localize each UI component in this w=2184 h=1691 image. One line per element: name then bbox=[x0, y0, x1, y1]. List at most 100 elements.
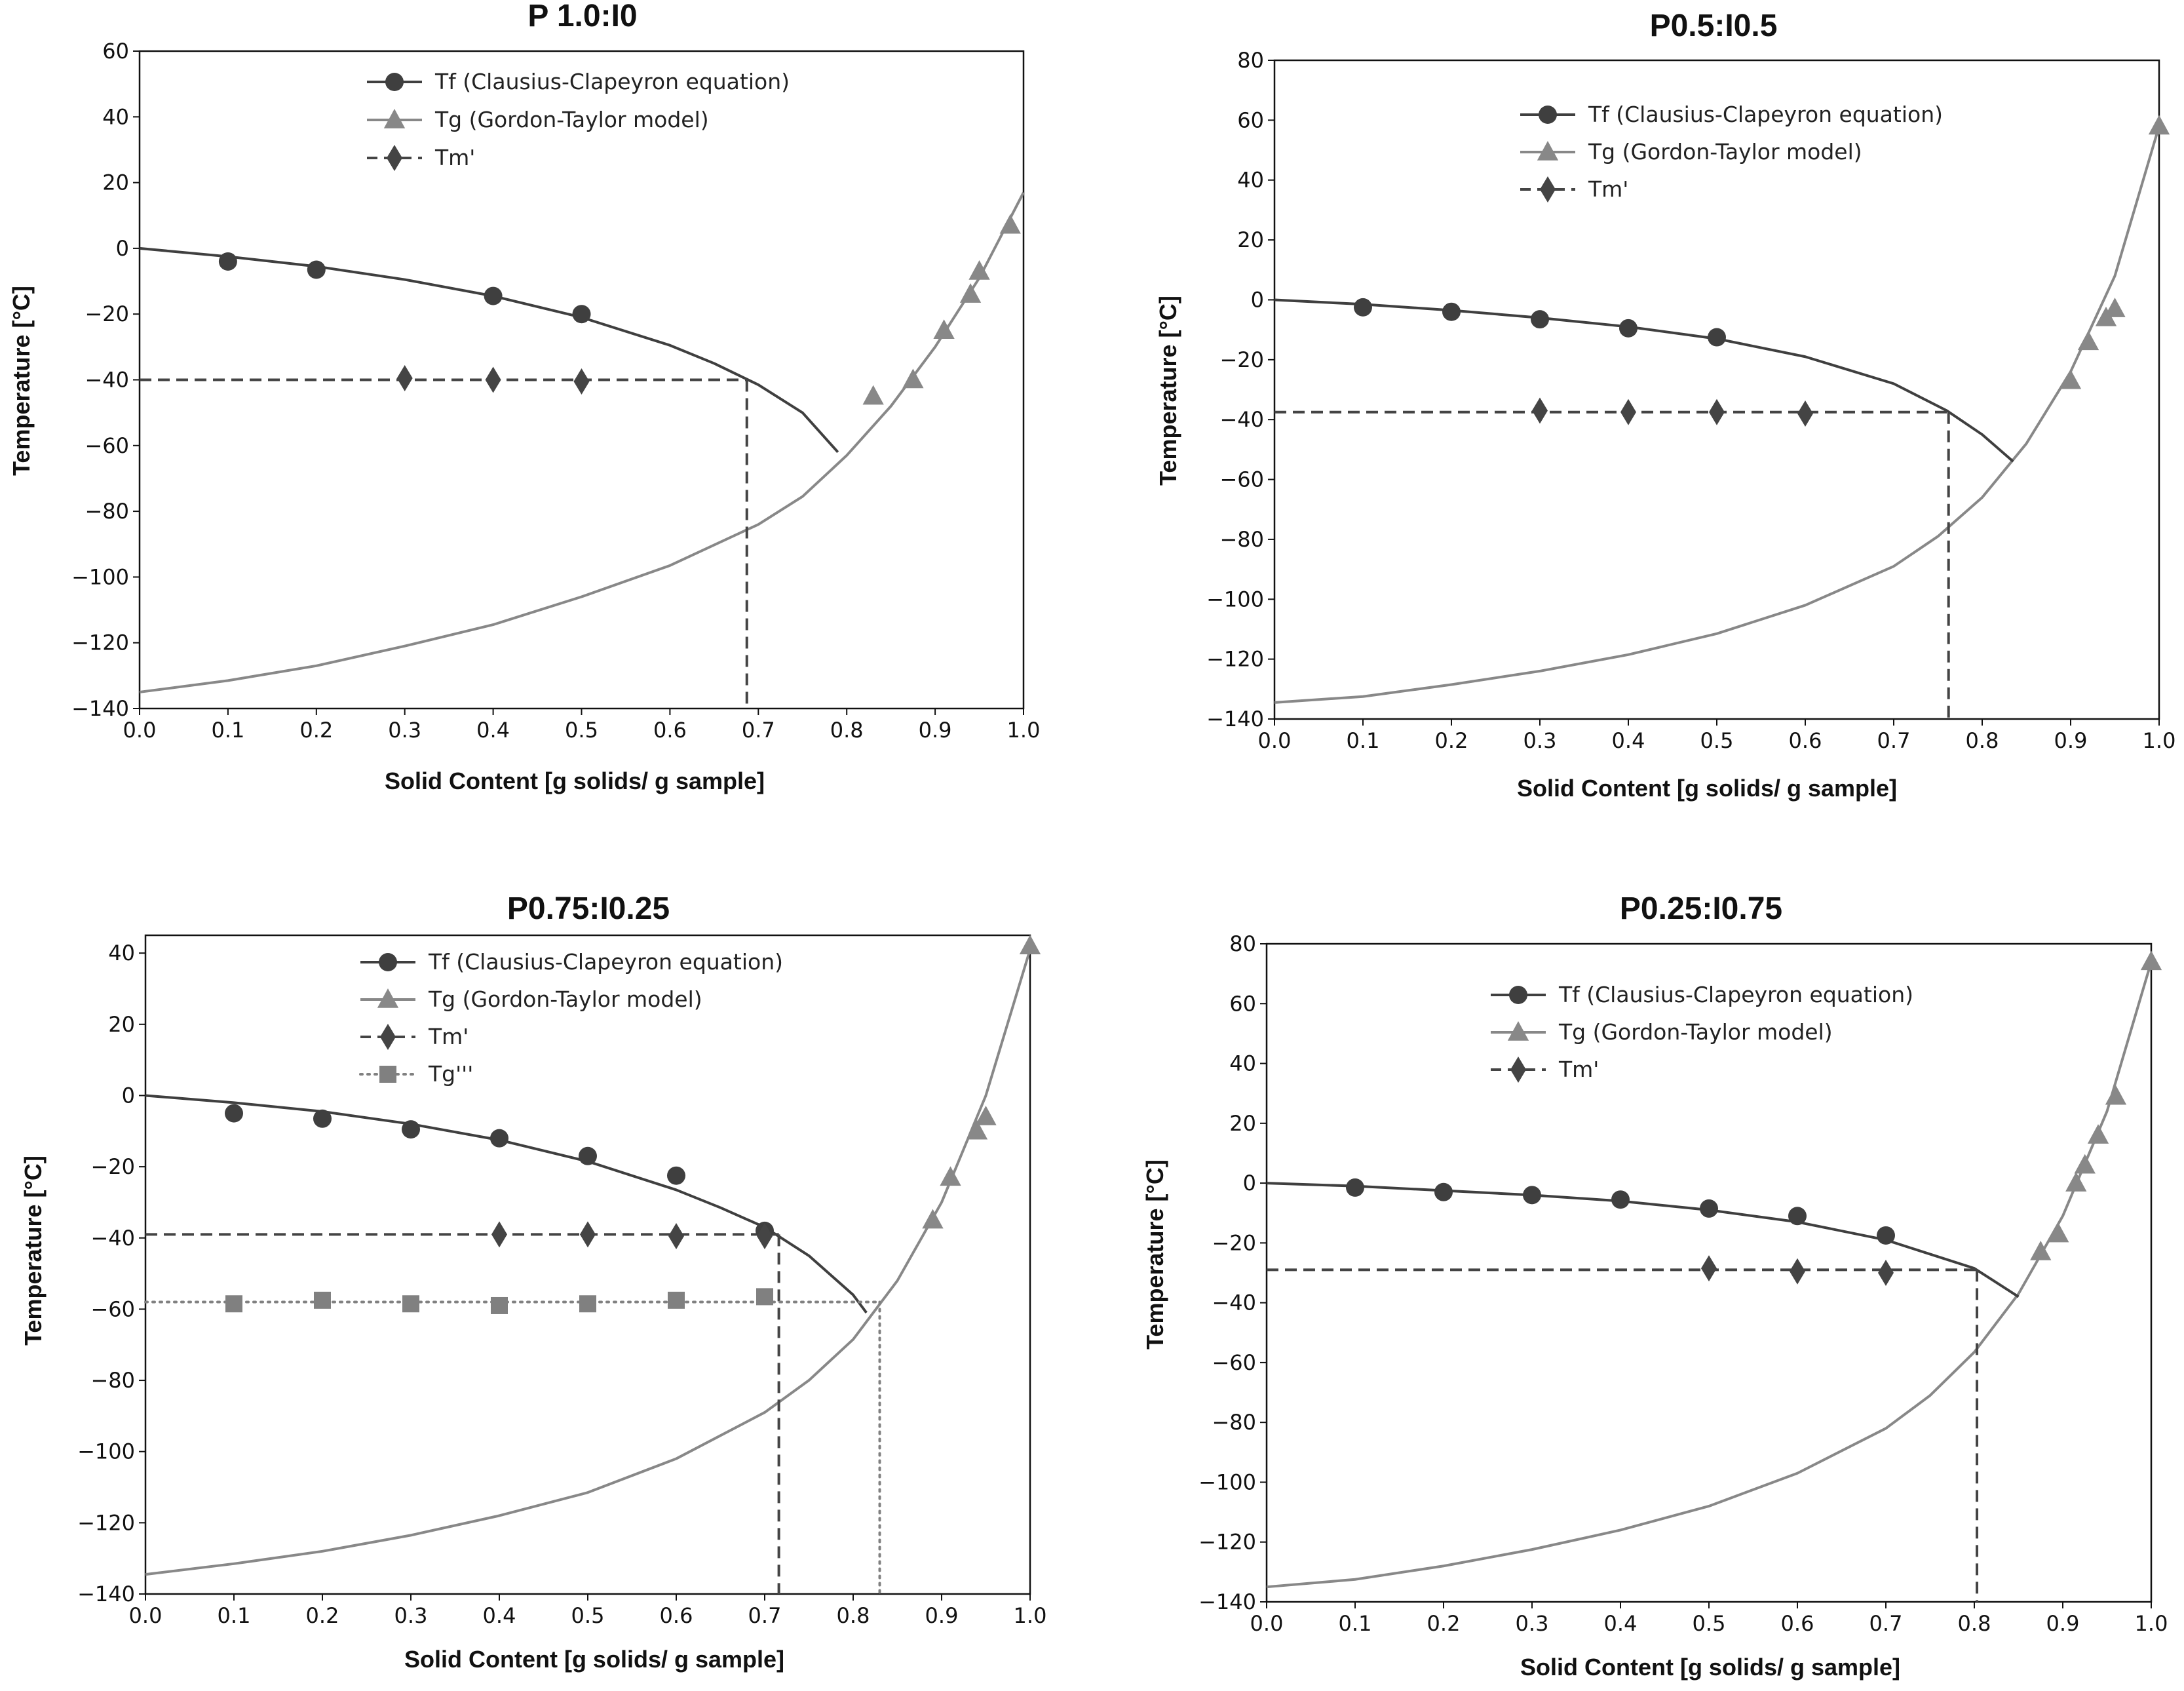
y-tick-label: −140 bbox=[1198, 1589, 1256, 1614]
x-tick-label: 0.5 bbox=[565, 718, 598, 743]
y-tick-label: 80 bbox=[1229, 931, 1256, 956]
x-tick-label: 0.6 bbox=[660, 1603, 693, 1628]
tg3-data-point bbox=[756, 1288, 773, 1306]
tg-data-point bbox=[2030, 1241, 2052, 1260]
y-tick-label: −60 bbox=[90, 1296, 135, 1321]
tm-data-point bbox=[573, 368, 590, 395]
y-tick-label: −120 bbox=[1198, 1530, 1256, 1555]
tg3-data-point bbox=[579, 1295, 596, 1313]
tf-data-point bbox=[1708, 328, 1726, 347]
legend-tf-marker bbox=[1509, 986, 1527, 1004]
legend-tf-marker bbox=[379, 953, 397, 971]
x-tick-label: 0.0 bbox=[1258, 728, 1292, 753]
x-tick-label: 0.1 bbox=[1339, 1611, 1372, 1636]
y-tick-label: 40 bbox=[1237, 168, 1264, 193]
y-axis-label: Temperature [°C] bbox=[8, 286, 35, 476]
y-tick-label: 80 bbox=[1237, 48, 1264, 73]
y-tick-label: −20 bbox=[85, 301, 129, 326]
x-tick-label: 0.3 bbox=[1523, 728, 1557, 753]
x-tick-label: 0.2 bbox=[299, 718, 333, 743]
tg-series-line bbox=[139, 191, 1025, 693]
legend-entry-tg: Tg (Gordon-Taylor model) bbox=[428, 986, 702, 1012]
tm-data-point bbox=[1620, 398, 1636, 425]
y-tick-label: −140 bbox=[71, 696, 129, 721]
y-tick-label: −40 bbox=[1219, 407, 1264, 432]
x-tick-label: 0.6 bbox=[653, 718, 687, 743]
tm-data-point bbox=[1709, 398, 1725, 425]
x-tick-label: 0.0 bbox=[123, 718, 157, 743]
tf-series-line bbox=[1274, 298, 2014, 463]
panel-p0-25-i0-75: P0.25:I0.75 Solid Content [g solids/ g s… bbox=[1141, 891, 2168, 1681]
y-tick-label: −40 bbox=[1212, 1291, 1256, 1315]
tg3-data-point bbox=[314, 1291, 331, 1309]
legend-entry-tf: Tf (Clausius-Clapeyron equation) bbox=[428, 949, 783, 975]
y-tick-label: 20 bbox=[102, 170, 129, 195]
tg-data-point bbox=[2077, 330, 2099, 351]
chart-title: P0.75:I0.25 bbox=[507, 891, 670, 926]
y-tick-label: 0 bbox=[1243, 1171, 1256, 1195]
tg-data-point bbox=[2087, 1124, 2109, 1144]
x-tick-label: 0.8 bbox=[1958, 1611, 1991, 1636]
x-tick-label: 0.1 bbox=[211, 718, 244, 743]
y-tick-label: −20 bbox=[1219, 347, 1264, 372]
legend-tm-marker bbox=[1540, 176, 1556, 203]
tg-data-point bbox=[2074, 1154, 2096, 1174]
tg-data-point bbox=[2148, 115, 2170, 135]
y-tick-label: −100 bbox=[71, 564, 129, 589]
tg-data-point bbox=[922, 1209, 944, 1229]
y-tick-label: −60 bbox=[1219, 467, 1264, 492]
tf-series-line bbox=[1266, 1182, 2020, 1298]
x-tick-label: 0.5 bbox=[1700, 728, 1734, 753]
tm-data-point bbox=[757, 1223, 773, 1250]
y-tick-label: −80 bbox=[90, 1368, 135, 1393]
tg-data-point bbox=[2048, 1222, 2069, 1243]
tm-data-point bbox=[485, 366, 501, 393]
x-tick-label: 0.2 bbox=[1427, 1611, 1461, 1636]
tg3-data-point bbox=[225, 1295, 242, 1313]
legend-entry-tf: Tf (Clausius-Clapeyron equation) bbox=[1588, 102, 1943, 127]
x-tick-label: 0.7 bbox=[748, 1603, 782, 1628]
tf-data-point bbox=[1788, 1207, 1807, 1226]
tg-data-point bbox=[902, 368, 924, 389]
legend-entry-tf: Tf (Clausius-Clapeyron equation) bbox=[1558, 982, 1913, 1007]
y-tick-label: 40 bbox=[108, 941, 135, 965]
y-tick-label: 40 bbox=[1229, 1051, 1256, 1076]
y-tick-label: −60 bbox=[85, 433, 129, 458]
legend-entry-tm: Tm' bbox=[428, 1024, 469, 1049]
legend-tf-marker bbox=[1539, 106, 1557, 124]
y-tick-label: 20 bbox=[1229, 1111, 1256, 1136]
y-tick-label: 20 bbox=[108, 1012, 135, 1037]
tf-data-point bbox=[1442, 302, 1461, 321]
x-tick-label: 0.7 bbox=[1877, 728, 1911, 753]
x-tick-label: 0.5 bbox=[1693, 1611, 1726, 1636]
x-tick-label: 0.7 bbox=[1869, 1611, 1903, 1636]
tf-series-line bbox=[145, 1094, 868, 1314]
y-tick-label: −20 bbox=[1212, 1230, 1256, 1255]
tm-data-point bbox=[1701, 1255, 1717, 1282]
y-tick-label: −140 bbox=[77, 1582, 135, 1606]
tf-data-point bbox=[313, 1109, 332, 1128]
legend-tg-marker bbox=[377, 988, 399, 1008]
tg-data-point bbox=[2140, 950, 2162, 971]
legend-tm-marker bbox=[387, 145, 402, 171]
tm-data-point bbox=[1790, 1258, 1805, 1285]
x-tick-label: 0.4 bbox=[1612, 728, 1645, 753]
y-tick-label: −100 bbox=[1206, 587, 1264, 612]
y-axis-label: Temperature [°C] bbox=[1141, 1159, 1168, 1350]
tg-data-point bbox=[940, 1166, 961, 1186]
x-tick-label: 0.4 bbox=[476, 718, 510, 743]
tf-data-point bbox=[1877, 1226, 1895, 1245]
tf-data-point bbox=[1354, 298, 1372, 317]
tf-data-point bbox=[307, 260, 326, 279]
chart-title: P0.25:I0.75 bbox=[1620, 891, 1782, 926]
y-tick-label: −100 bbox=[1198, 1469, 1256, 1494]
tg-data-point bbox=[2105, 1085, 2127, 1105]
x-tick-label: 0.8 bbox=[830, 718, 864, 743]
tg3-data-point bbox=[402, 1295, 419, 1313]
y-tick-label: −120 bbox=[1206, 647, 1264, 672]
y-tick-label: −20 bbox=[90, 1154, 135, 1179]
y-axis-label: Temperature [°C] bbox=[1155, 296, 1181, 486]
y-tick-label: −80 bbox=[85, 499, 129, 524]
legend-entry-tm: Tm' bbox=[1588, 176, 1628, 202]
